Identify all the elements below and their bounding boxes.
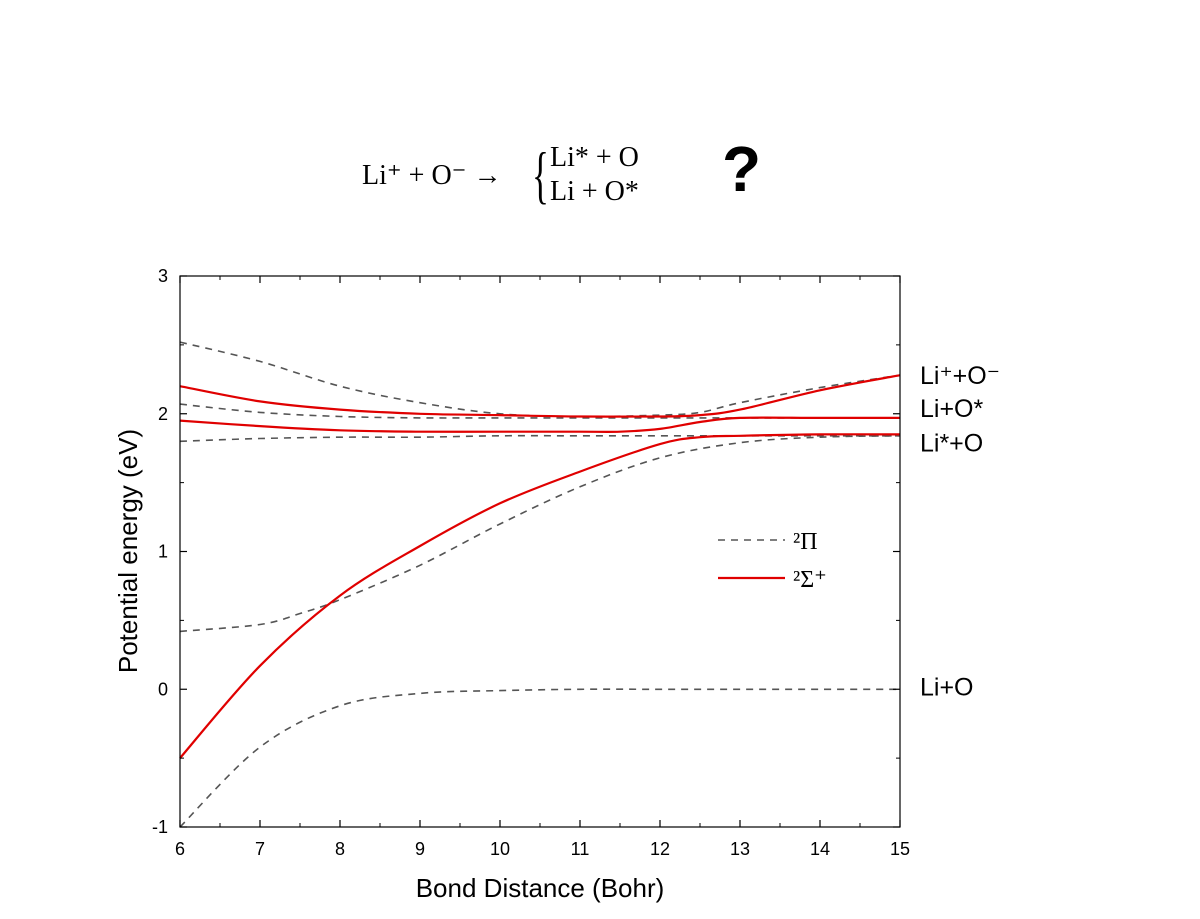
sigma-curve-6 <box>179 416 900 433</box>
pi-curve-2 <box>179 434 900 443</box>
reaction-equation: Li⁺ + O⁻ → { Li* + O Li + O* ? <box>360 133 780 220</box>
y-tick-label: 2 <box>158 404 168 424</box>
x-tick-label: 9 <box>415 839 425 859</box>
pi-curve-1 <box>179 435 901 633</box>
x-tick-label: 13 <box>730 839 750 859</box>
pi-curve-0 <box>179 688 900 828</box>
reaction-product-2: Li + O* <box>550 176 639 207</box>
plot-frame <box>179 275 901 828</box>
x-tick-label: 8 <box>335 839 345 859</box>
asymptote-label: Li*+O <box>920 430 983 458</box>
reaction-product-1: Li* + O <box>550 142 639 173</box>
legend: ²Π ²Σ⁺ <box>718 529 827 593</box>
x-tick-label: 15 <box>890 839 910 859</box>
asymptote-label: Li+O <box>920 673 974 701</box>
y-tick-label: 0 <box>158 679 168 699</box>
x-tick-label: 10 <box>490 839 510 859</box>
x-axis-label: Bond Distance (Bohr) <box>416 873 665 903</box>
sigma-curve-7 <box>179 374 901 418</box>
y-tick-label: 3 <box>158 266 168 286</box>
asymptote-label: Li⁺+O⁻ <box>920 362 1000 390</box>
y-axis-label: Potential energy (eV) <box>113 429 143 673</box>
x-tick-label: 14 <box>810 839 830 859</box>
x-tick-label: 6 <box>175 839 185 859</box>
y-tick-label: 1 <box>158 542 168 562</box>
y-tick-label: -1 <box>152 817 168 837</box>
sigma-curve-5 <box>179 433 901 759</box>
asymptote-label: Li+O* <box>920 395 984 423</box>
x-tick-label: 11 <box>571 839 590 859</box>
x-tick-label: 7 <box>255 839 265 859</box>
x-tick-label: 12 <box>650 839 670 859</box>
legend-label: ²Σ⁺ <box>793 567 827 593</box>
asymptote-labels: Li⁺+O⁻ Li+O* Li*+O Li+O <box>920 362 1000 701</box>
curves-layer <box>179 341 901 828</box>
reaction-brace: { <box>532 139 549 210</box>
reaction-reactants: Li⁺ + O⁻ → <box>362 160 502 191</box>
legend-label: ²Π <box>793 529 818 555</box>
question-mark: ? <box>722 133 762 205</box>
